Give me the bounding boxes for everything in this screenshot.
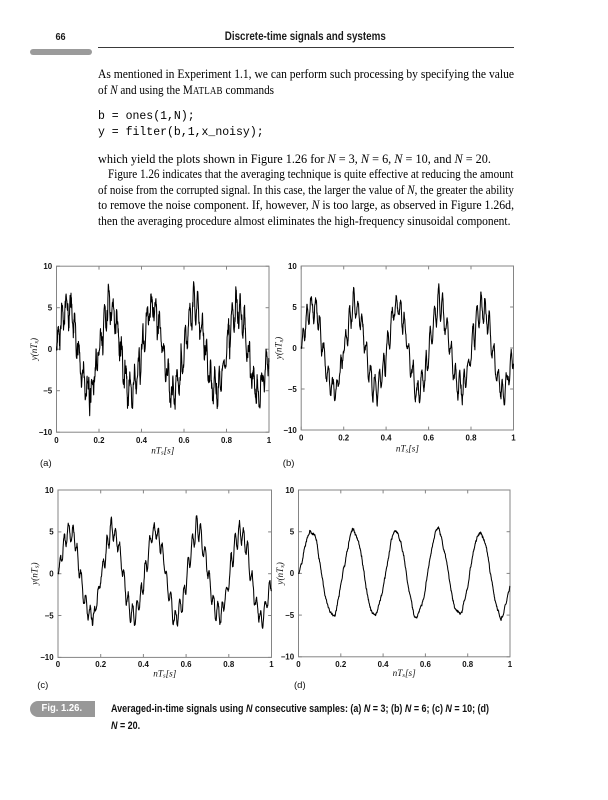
- svg-text:0: 0: [290, 569, 295, 578]
- svg-text:0: 0: [296, 660, 301, 669]
- svg-text:10: 10: [45, 486, 54, 495]
- svg-text:0.6: 0.6: [420, 660, 432, 669]
- svg-text:y(nTs): y(nTs): [29, 338, 40, 361]
- svg-text:0.6: 0.6: [423, 434, 435, 443]
- svg-text:1: 1: [508, 660, 513, 669]
- svg-text:5: 5: [49, 528, 54, 537]
- svg-text:−5: −5: [43, 387, 53, 396]
- svg-text:5: 5: [48, 304, 53, 313]
- svg-text:0: 0: [48, 345, 53, 354]
- svg-text:nTs[s]: nTs[s]: [151, 446, 174, 457]
- svg-text:0.2: 0.2: [335, 660, 347, 669]
- svg-text:y(nTs): y(nTs): [274, 337, 285, 360]
- svg-text:0.4: 0.4: [136, 436, 148, 445]
- svg-text:(d): (d): [294, 680, 306, 691]
- svg-text:(a): (a): [40, 458, 52, 469]
- svg-text:nTs[s]: nTs[s]: [153, 669, 176, 680]
- svg-text:y(nTs): y(nTs): [275, 562, 286, 585]
- svg-text:0.2: 0.2: [95, 660, 107, 669]
- svg-text:0.8: 0.8: [462, 660, 474, 669]
- svg-text:−5: −5: [45, 611, 55, 620]
- svg-text:0: 0: [49, 570, 54, 579]
- svg-text:0.6: 0.6: [179, 436, 191, 445]
- svg-text:−10: −10: [40, 653, 54, 662]
- svg-text:10: 10: [288, 262, 297, 271]
- svg-text:0: 0: [299, 434, 304, 443]
- svg-text:10: 10: [285, 486, 294, 495]
- svg-text:0.4: 0.4: [378, 660, 390, 669]
- svg-text:0.2: 0.2: [338, 434, 350, 443]
- svg-text:1: 1: [267, 436, 272, 445]
- svg-text:1: 1: [269, 660, 274, 669]
- svg-text:0.4: 0.4: [138, 660, 150, 669]
- svg-text:−5: −5: [285, 611, 295, 620]
- svg-text:5: 5: [292, 303, 297, 312]
- svg-text:0: 0: [54, 436, 59, 445]
- svg-text:−10: −10: [281, 653, 295, 662]
- svg-text:0.4: 0.4: [381, 434, 393, 443]
- svg-text:0.6: 0.6: [181, 660, 193, 669]
- svg-text:1: 1: [511, 434, 516, 443]
- svg-text:5: 5: [290, 528, 295, 537]
- svg-text:(b): (b): [283, 458, 295, 469]
- svg-text:0: 0: [56, 660, 61, 669]
- svg-text:(c): (c): [37, 680, 48, 691]
- svg-text:0: 0: [292, 344, 297, 353]
- svg-text:−5: −5: [288, 385, 298, 394]
- svg-text:y(nTs): y(nTs): [30, 562, 41, 585]
- svg-text:0.8: 0.8: [223, 660, 235, 669]
- svg-text:0.2: 0.2: [94, 436, 106, 445]
- svg-text:10: 10: [43, 262, 52, 271]
- svg-text:nTs[s]: nTs[s]: [396, 444, 419, 455]
- svg-text:−10: −10: [39, 428, 53, 437]
- svg-text:0.8: 0.8: [466, 434, 478, 443]
- svg-text:nTs[s]: nTs[s]: [393, 668, 416, 679]
- svg-text:−10: −10: [283, 426, 297, 435]
- svg-text:0.8: 0.8: [221, 436, 233, 445]
